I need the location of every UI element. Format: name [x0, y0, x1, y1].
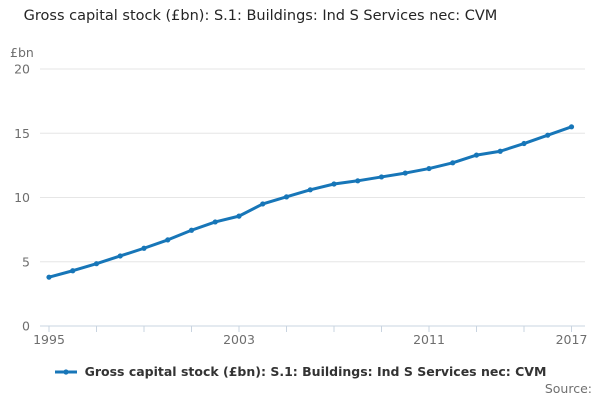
data-point[interactable]	[70, 268, 76, 274]
data-point[interactable]	[236, 213, 242, 219]
y-tick-label: 20	[14, 62, 30, 77]
data-point[interactable]	[568, 124, 575, 130]
data-point[interactable]	[165, 237, 171, 243]
y-tick-label: 5	[22, 254, 30, 269]
data-point[interactable]	[260, 201, 266, 207]
data-point[interactable]	[545, 132, 551, 138]
x-tick-label: 2011	[413, 332, 445, 347]
chart-title: Gross capital stock (£bn): S.1: Building…	[23, 8, 498, 24]
y-axis-unit-label: £bn	[10, 45, 34, 60]
x-tick-label: 1995	[33, 332, 65, 347]
legend[interactable]: Gross capital stock (£bn): S.1: Building…	[0, 364, 600, 379]
legend-series-label: Gross capital stock (£bn): S.1: Building…	[84, 364, 547, 379]
data-point[interactable]	[426, 165, 432, 172]
data-point[interactable]	[473, 152, 480, 158]
data-point[interactable]	[117, 253, 123, 259]
data-point[interactable]	[521, 140, 527, 147]
data-point[interactable]	[450, 160, 456, 166]
data-point[interactable]	[93, 261, 100, 267]
x-tick-label: 2003	[223, 332, 255, 347]
data-point[interactable]	[331, 181, 337, 187]
y-tick-label: 15	[14, 126, 30, 141]
data-point[interactable]	[355, 178, 361, 184]
data-point[interactable]	[283, 194, 290, 200]
series-line[interactable]	[47, 125, 573, 279]
data-point[interactable]	[378, 174, 385, 180]
data-point[interactable]	[141, 245, 147, 251]
source-note: Source:	[544, 381, 592, 396]
data-point[interactable]	[188, 227, 195, 233]
x-tick-label: 2017	[556, 332, 588, 347]
data-point[interactable]	[212, 219, 218, 225]
y-tick-label: 10	[14, 190, 30, 205]
y-tick-label: 0	[22, 319, 30, 334]
data-point[interactable]	[497, 148, 503, 154]
data-point[interactable]	[46, 274, 52, 280]
data-point[interactable]	[307, 187, 313, 193]
legend-line-icon	[54, 368, 77, 375]
chart-plot-area[interactable]: 0 5 10 15 20 £bn 1995 2003 2011 2017	[0, 0, 600, 360]
data-point[interactable]	[402, 170, 408, 176]
